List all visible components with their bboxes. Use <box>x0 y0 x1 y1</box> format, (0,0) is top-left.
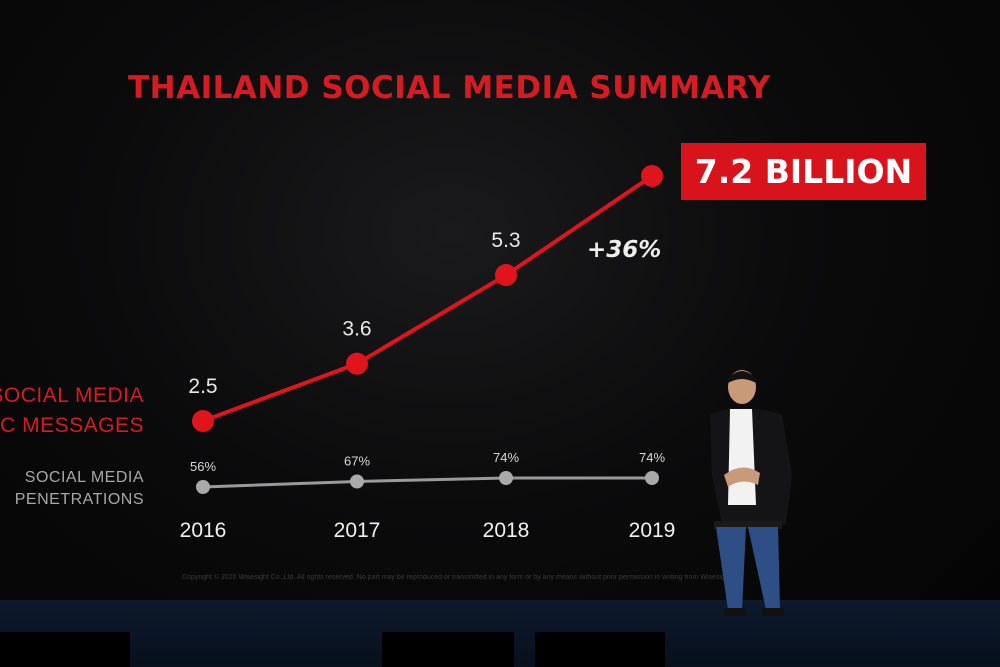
messages-point <box>495 264 517 287</box>
x-tick-label: 2019 <box>629 519 676 542</box>
penetration-point <box>645 471 659 485</box>
messages-point <box>641 165 663 187</box>
penetration-point <box>499 471 513 485</box>
series-label-penetration-line2: PENETRATIONS <box>14 491 144 508</box>
messages-data-label: 5.3 <box>491 229 520 252</box>
penetration-data-label: 67% <box>344 454 370 469</box>
series-label-messages-line1: SOCIAL MEDIA <box>0 384 144 407</box>
badge-text: 7.2 BILLION <box>694 152 913 191</box>
stage-monitor <box>0 632 130 667</box>
penetration-point <box>196 480 210 494</box>
x-tick-label: 2018 <box>483 519 530 542</box>
series-label-messages-line2: LIC MESSAGES <box>0 414 144 437</box>
x-tick-label: 2017 <box>334 519 381 542</box>
stage-monitor <box>535 632 665 667</box>
messages-point <box>192 410 214 432</box>
total-messages-badge: 7.2 BILLION <box>681 143 926 200</box>
x-tick-label: 2016 <box>180 519 227 542</box>
speaker-figure <box>710 370 792 616</box>
slide-title: THAILAND SOCIAL MEDIA SUMMARY <box>128 70 771 106</box>
messages-data-label: 2.5 <box>188 375 217 398</box>
penetration-data-label: 56% <box>190 459 216 474</box>
messages-line <box>202 174 654 423</box>
growth-percent: +36% <box>587 237 662 263</box>
penetration-line <box>202 476 652 489</box>
messages-point <box>346 352 368 375</box>
copyright-note: Copyright © 2020 Wisesight Co.,Ltd. All … <box>182 574 733 581</box>
series-label-penetration-line1: SOCIAL MEDIA <box>24 469 144 486</box>
penetration-point <box>350 474 364 489</box>
messages-data-label: 3.6 <box>342 318 371 341</box>
penetration-data-label: 74% <box>493 450 519 465</box>
penetration-data-label: 74% <box>639 450 665 465</box>
stage-monitor <box>382 632 514 667</box>
